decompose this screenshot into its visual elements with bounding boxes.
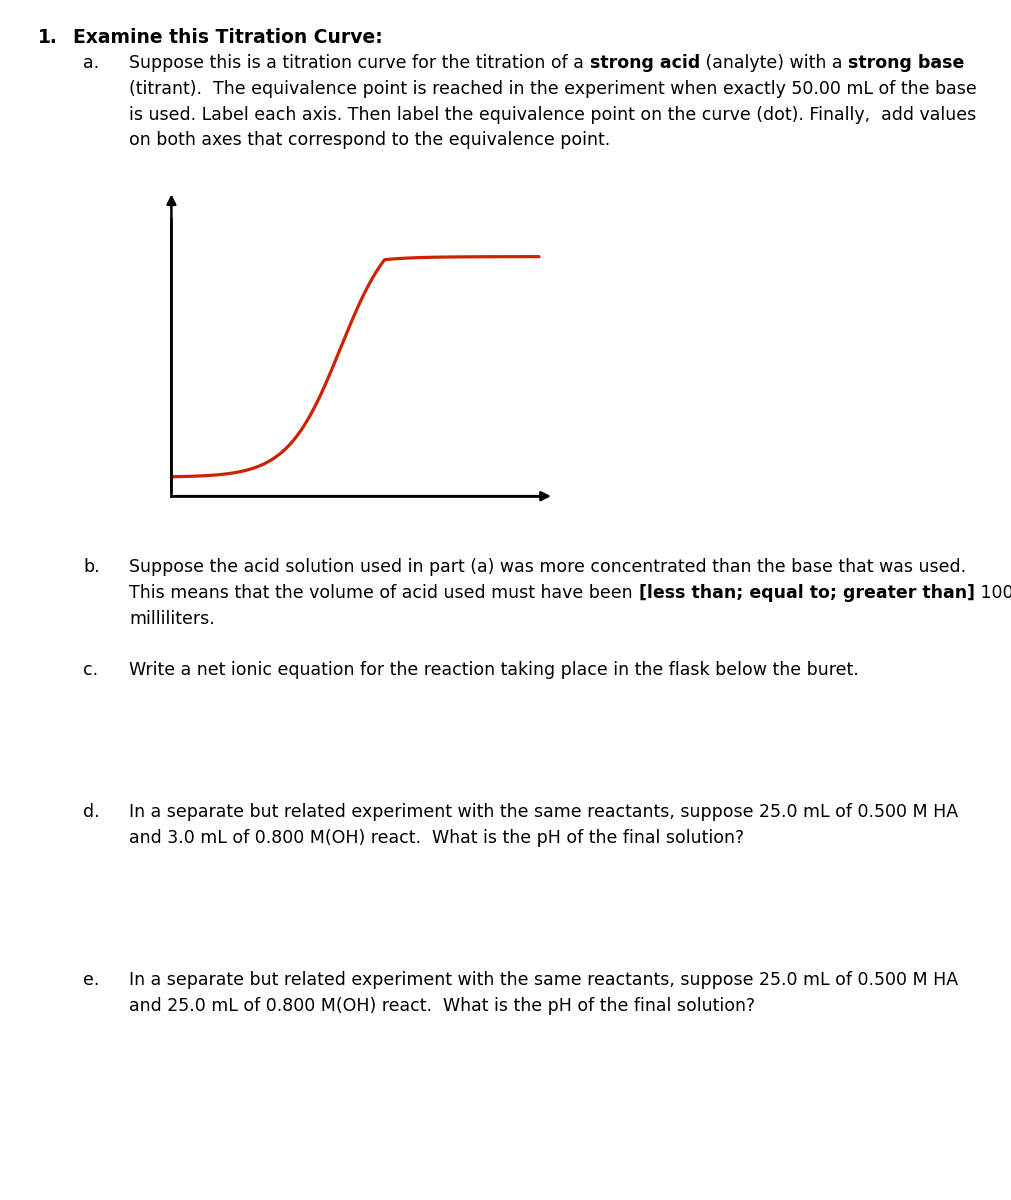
Text: 100: 100 [975,583,1011,601]
Text: and 25.0 mL of 0.800 M(OH) react.  What is the pH of the final solution?: and 25.0 mL of 0.800 M(OH) react. What i… [129,996,755,1014]
Text: is used. Label each axis. Then label the equivalence point on the curve (dot). F: is used. Label each axis. Then label the… [129,106,977,124]
Text: e.: e. [83,971,99,989]
Text: b.: b. [83,558,99,576]
Text: d.: d. [83,803,99,821]
Text: c.: c. [83,661,98,679]
Text: and 3.0 mL of 0.800 M(OH) react.  What is the pH of the final solution?: and 3.0 mL of 0.800 M(OH) react. What is… [129,829,744,847]
Text: strong base: strong base [848,54,964,72]
Text: Suppose this is a titration curve for the titration of a: Suppose this is a titration curve for th… [129,54,589,72]
Text: Examine this Titration Curve:: Examine this Titration Curve: [73,28,382,47]
Text: 1.: 1. [38,28,59,47]
Text: on both axes that correspond to the equivalence point.: on both axes that correspond to the equi… [129,131,611,149]
Text: (titrant).  The equivalence point is reached in the experiment when exactly 50.0: (titrant). The equivalence point is reac… [129,79,978,97]
Text: a.: a. [83,54,99,72]
Text: Suppose the acid solution used in part (a) was more concentrated than the base t: Suppose the acid solution used in part (… [129,558,967,576]
Text: This means that the volume of acid used must have been: This means that the volume of acid used … [129,583,639,601]
Text: milliliters.: milliliters. [129,610,215,628]
Text: strong acid: strong acid [589,54,700,72]
Text: (analyte) with a: (analyte) with a [700,54,848,72]
Text: In a separate but related experiment with the same reactants, suppose 25.0 mL of: In a separate but related experiment wit… [129,803,958,821]
Text: In a separate but related experiment with the same reactants, suppose 25.0 mL of: In a separate but related experiment wit… [129,971,958,989]
Text: Write a net ionic equation for the reaction taking place in the flask below the : Write a net ionic equation for the react… [129,661,859,679]
Text: [less than; equal to; greater than]: [less than; equal to; greater than] [639,583,975,601]
